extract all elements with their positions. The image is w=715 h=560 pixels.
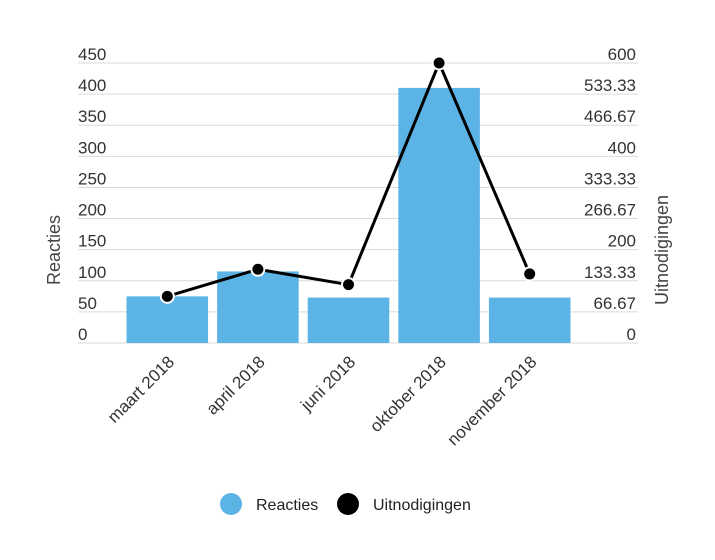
x-tick-label: juni 2018 [296, 352, 359, 415]
legend-label-reacties: Reacties [256, 497, 318, 514]
line-point [250, 261, 266, 277]
bar-series [126, 87, 571, 343]
line-point [431, 55, 447, 71]
right-tick-label: 466.67 [584, 107, 636, 126]
left-tick-label: 350 [78, 107, 106, 126]
x-tick-label: maart 2018 [104, 352, 178, 426]
left-tick-label: 200 [78, 201, 106, 220]
legend-swatch-uitnodigingen [337, 493, 359, 515]
line-point [159, 288, 175, 304]
right-tick-label: 0 [627, 325, 636, 344]
right-tick-label: 200 [608, 232, 636, 251]
left-tick-label: 100 [78, 263, 106, 282]
left-tick-label: 150 [78, 232, 106, 251]
right-tick-label: 66.67 [593, 294, 636, 313]
left-tick-label: 400 [78, 76, 106, 95]
legend-label-uitnodigingen: Uitnodigingen [373, 497, 471, 514]
right-tick-label: 600 [608, 45, 636, 64]
x-tick-label: november 2018 [444, 352, 541, 449]
bar [126, 296, 209, 343]
right-tick-label: 400 [608, 138, 636, 157]
line-series [159, 55, 538, 304]
left-tick-label: 0 [78, 325, 87, 344]
right-tick-label: 533.33 [584, 76, 636, 95]
line-point [341, 277, 356, 293]
legend: Reacties Uitnodigingen [220, 493, 471, 515]
right-axis-title: Uitnodigingen [652, 195, 672, 305]
bar [307, 297, 390, 343]
legend-item-reacties[interactable]: Reacties [220, 493, 318, 515]
left-tick-label: 450 [78, 45, 106, 64]
left-tick-label: 250 [78, 169, 106, 188]
left-tick-label: 50 [78, 294, 97, 313]
x-tick-label: oktober 2018 [366, 352, 450, 436]
right-tick-label: 133.33 [584, 263, 636, 282]
bar [217, 271, 299, 343]
right-tick-label: 333.33 [584, 169, 636, 188]
x-tick-label: april 2018 [202, 352, 268, 418]
left-axis-title: Reacties [44, 215, 64, 285]
right-tick-label: 266.67 [584, 201, 636, 220]
legend-item-uitnodigingen[interactable]: Uitnodigingen [337, 493, 471, 515]
right-axis-ticks: 0 66.67 133.33 200 266.67 333.33 400 466.67 533.… [584, 45, 636, 344]
line-point [522, 266, 538, 282]
bar [488, 297, 571, 343]
left-axis-ticks: 0 50 100 150 200 250 300 350 400 450 [78, 45, 106, 344]
left-tick-label: 300 [78, 138, 106, 157]
legend-swatch-reacties [220, 493, 242, 515]
x-axis-ticks: maart 2018 april 2018 juni 2018 oktober 201… [104, 352, 541, 449]
